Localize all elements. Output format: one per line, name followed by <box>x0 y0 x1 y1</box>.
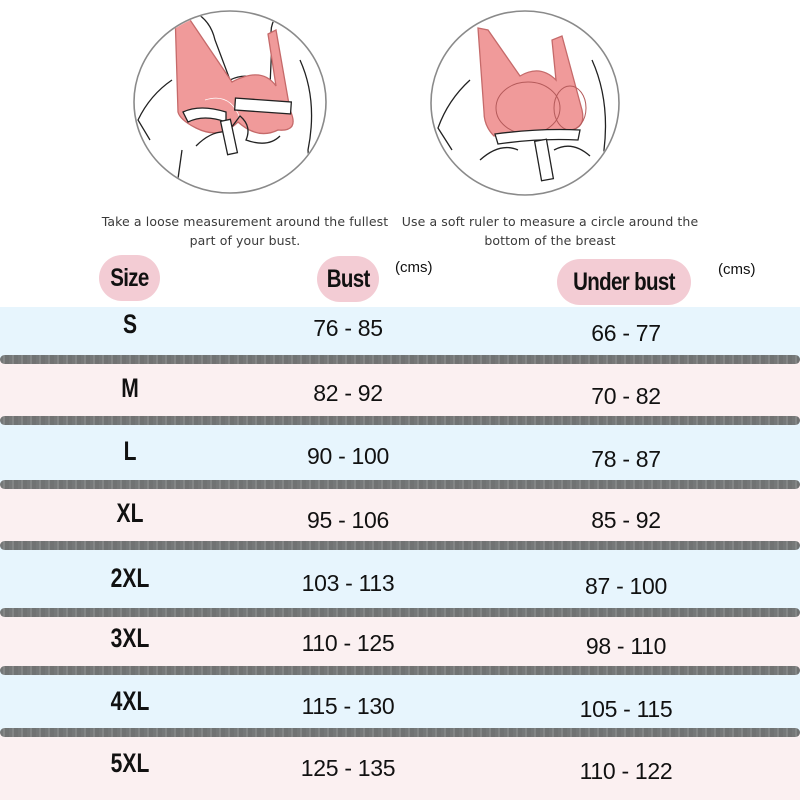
size-cell: 2XL <box>110 563 150 593</box>
under-bust-cell: 87 - 100 <box>585 573 667 599</box>
size-cell: S <box>122 309 138 339</box>
header-label: Size <box>110 263 149 292</box>
size-cell: XL <box>116 498 144 528</box>
bust-cell: 110 - 125 <box>301 630 395 656</box>
size-cell: 5XL <box>110 748 150 778</box>
size-cell: L <box>123 436 137 466</box>
under-bust-measurement-illustration <box>430 10 620 196</box>
bust-cell: 103 - 113 <box>301 570 395 596</box>
under-bust-cell: 105 - 115 <box>579 696 673 722</box>
bust-column-header: Bust <box>317 256 379 302</box>
row-band <box>0 670 800 732</box>
row-band <box>0 421 800 484</box>
under-bust-instruction-caption: Use a soft ruler to measure a circle aro… <box>400 212 700 250</box>
under-bust-cell: 70 - 82 <box>591 383 661 409</box>
header-label: Bust <box>326 264 371 293</box>
row-divider <box>0 541 800 550</box>
row-band <box>0 546 800 612</box>
row-band <box>0 732 800 800</box>
under-bust-column-header: Under bust <box>557 259 691 305</box>
row-divider <box>0 666 800 675</box>
row-divider <box>0 608 800 617</box>
bust-cell: 125 - 135 <box>300 755 396 781</box>
under-bust-unit-label: (cms) <box>718 261 756 278</box>
size-cell: M <box>121 373 139 403</box>
caption-line: Use a soft ruler to measure a circle aro… <box>401 214 699 229</box>
under-bust-cell: 78 - 87 <box>591 446 661 472</box>
bust-unit-label: (cms) <box>395 259 433 276</box>
header-label: Under bust <box>573 267 675 296</box>
row-band <box>0 359 800 421</box>
under-bust-cell: 110 - 122 <box>579 758 673 784</box>
bust-cell: 82 - 92 <box>313 380 383 406</box>
caption-line: Take a loose measurement around the full… <box>101 214 389 229</box>
bust-cell: 76 - 85 <box>313 315 383 341</box>
row-divider <box>0 728 800 737</box>
row-band <box>0 484 800 546</box>
under-bust-cell: 66 - 77 <box>591 320 661 346</box>
bust-cell: 95 - 106 <box>307 507 389 533</box>
bust-measurement-illustration <box>133 10 327 194</box>
under-bust-cell: 98 - 110 <box>585 633 667 659</box>
row-divider <box>0 416 800 425</box>
row-divider <box>0 480 800 489</box>
size-cell: 3XL <box>110 623 150 653</box>
size-column-header: Size <box>99 255 160 301</box>
under-bust-cell: 85 - 92 <box>591 507 661 533</box>
caption-line: bottom of the breast <box>484 233 616 248</box>
row-divider <box>0 355 800 364</box>
bust-cell: 90 - 100 <box>307 443 389 469</box>
bust-cell: 115 - 130 <box>301 693 395 719</box>
size-cell: 4XL <box>110 686 150 716</box>
bust-instruction-caption: Take a loose measurement around the full… <box>95 212 395 250</box>
measurement-illustrations <box>133 10 620 196</box>
row-band <box>0 612 800 670</box>
caption-line: part of your bust. <box>189 233 301 248</box>
row-band <box>0 307 800 359</box>
